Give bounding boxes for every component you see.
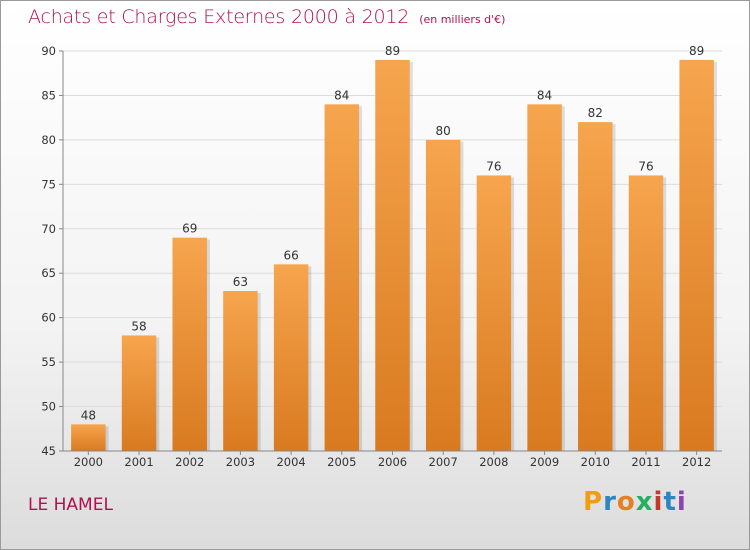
bar (425, 139, 461, 451)
value-label: 76 (638, 159, 653, 173)
y-tick-label: 65 (41, 266, 56, 280)
x-tick-label: 2001 (124, 455, 153, 469)
x-tick-label: 2004 (276, 455, 305, 469)
y-tick-label: 60 (41, 311, 56, 325)
value-labels: 48 58 69 63 66 84 89 80 76 84 82 76 89 (81, 44, 705, 422)
bar (324, 104, 360, 451)
bar (172, 237, 207, 451)
logo-letter: P (583, 487, 604, 517)
value-label: 58 (131, 319, 146, 333)
bar (71, 424, 106, 451)
y-tick-label: 90 (41, 44, 56, 58)
x-tick-label: 2012 (682, 455, 711, 469)
x-tick-label: 2005 (327, 455, 356, 469)
value-label: 80 (436, 124, 451, 138)
y-tick-label: 80 (41, 133, 56, 147)
y-tick-label: 45 (41, 444, 56, 458)
x-tick-label: 2007 (429, 455, 458, 469)
bar (527, 104, 562, 451)
x-tick-label: 2008 (479, 455, 508, 469)
place-name: LE HAMEL (28, 495, 113, 515)
logo-letter: i (653, 487, 664, 517)
value-label: 89 (385, 44, 400, 58)
logo-letter: i (676, 487, 687, 517)
logo-letter: o (616, 487, 636, 517)
y-tick-label: 55 (41, 355, 56, 369)
x-tick-label: 2002 (175, 455, 204, 469)
bar (476, 175, 512, 451)
bar (628, 175, 664, 451)
y-tick-label: 85 (41, 88, 56, 102)
bar (578, 122, 613, 451)
axes (62, 51, 722, 455)
value-label: 63 (233, 275, 248, 289)
chart-title: Achats et Charges Externes 2000 à 2012 (e… (28, 6, 505, 28)
x-tick-label: 2003 (226, 455, 255, 469)
chart-unit: (en milliers d'€) (419, 13, 506, 26)
bar (223, 291, 258, 451)
value-label: 84 (334, 88, 349, 102)
x-tick-label: 2009 (530, 455, 559, 469)
proxiti-logo: Proxiti (583, 487, 687, 517)
value-label: 69 (182, 222, 197, 236)
x-tick-label: 2006 (378, 455, 407, 469)
x-tick-label: 2000 (74, 455, 103, 469)
value-label: 66 (283, 248, 298, 262)
logo-letter: r (603, 487, 617, 517)
logo-text: Proxiti (583, 487, 687, 517)
logo-letter: t (663, 487, 677, 517)
bar (679, 59, 714, 452)
bar (273, 264, 309, 451)
chart-title-text: Achats et Charges Externes 2000 à 2012 (28, 6, 410, 28)
value-label: 89 (689, 44, 704, 58)
y-tick-labels: 45 50 55 60 65 70 75 80 85 90 (41, 44, 56, 458)
bar (375, 59, 410, 452)
value-label: 82 (588, 106, 603, 120)
bars (71, 59, 717, 452)
x-tick-labels: 2000 2001 2002 2003 2004 2005 2006 2007 2008 2009… (74, 455, 712, 469)
logo-letter: x (635, 487, 654, 517)
value-label: 84 (537, 88, 552, 102)
y-tick-label: 75 (41, 177, 56, 191)
y-tick-label: 70 (41, 222, 56, 236)
x-tick-label: 2011 (631, 455, 660, 469)
bar (121, 335, 157, 451)
y-tick-label: 50 (41, 400, 56, 414)
value-label: 48 (81, 408, 96, 422)
value-label: 76 (486, 159, 501, 173)
x-tick-label: 2010 (581, 455, 610, 469)
